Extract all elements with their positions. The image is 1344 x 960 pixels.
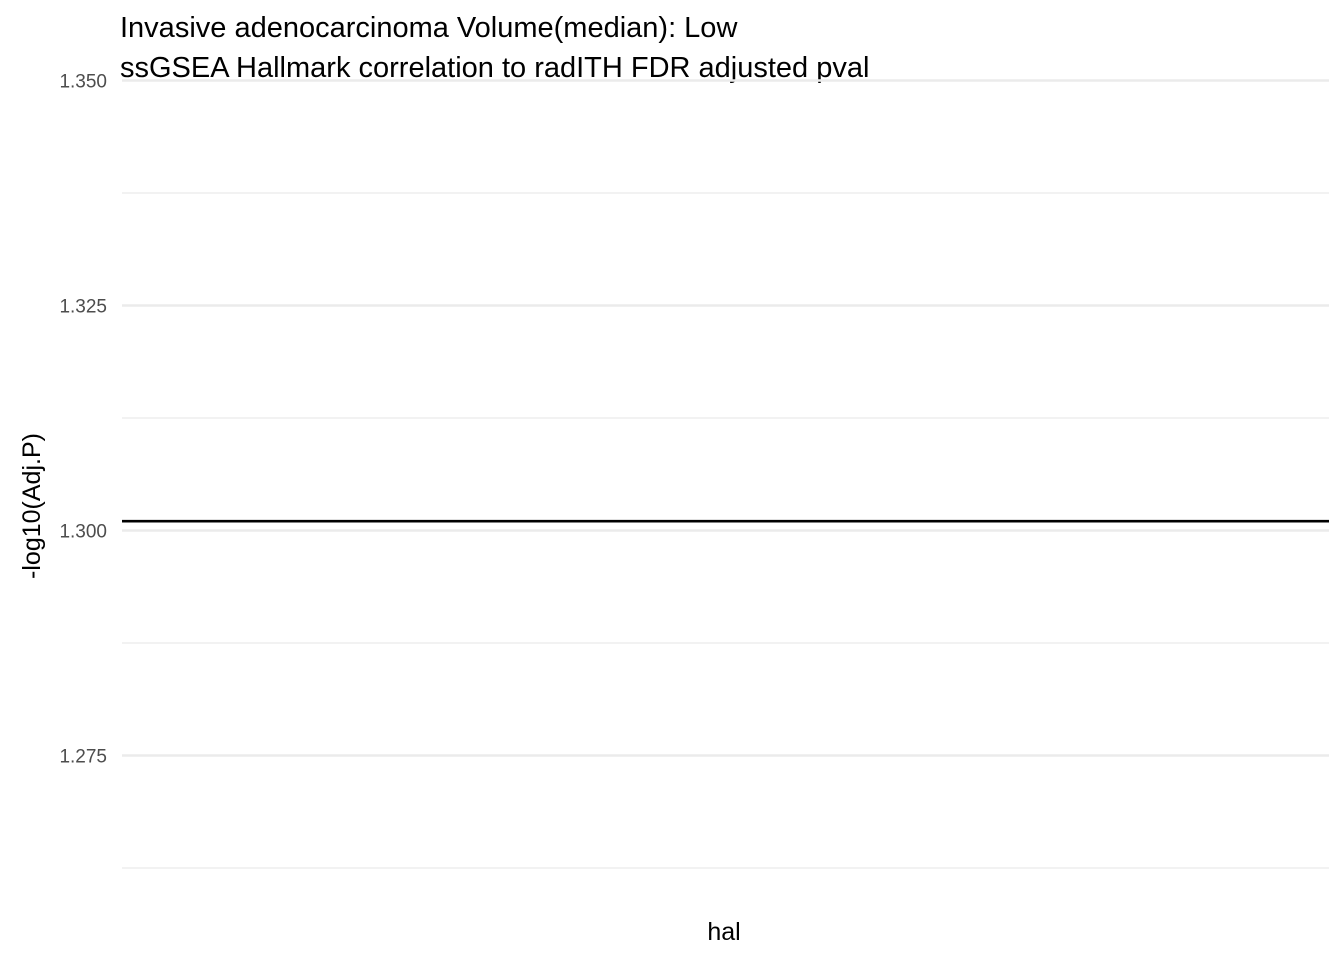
y-axis-title: -log10(Adj.P) <box>18 433 46 579</box>
x-axis-title: hal <box>707 918 740 946</box>
chart-title-block: Invasive adenocarcinoma Volume(median): … <box>120 8 869 88</box>
y-tick-label-2: 1.325 <box>59 297 107 318</box>
y-tick-label-3: 1.350 <box>59 72 107 93</box>
y-tick-labels: 1.275 1.300 1.325 1.350 <box>59 72 107 768</box>
major-gridlines <box>122 79 1329 757</box>
y-tick-label-0: 1.275 <box>59 747 107 768</box>
minor-gridlines <box>122 192 1329 869</box>
chart-subtitle: ssGSEA Hallmark correlation to radITH FD… <box>120 52 870 84</box>
y-tick-label-1: 1.300 <box>59 522 107 543</box>
chart-title: Invasive adenocarcinoma Volume(median): … <box>120 12 738 44</box>
